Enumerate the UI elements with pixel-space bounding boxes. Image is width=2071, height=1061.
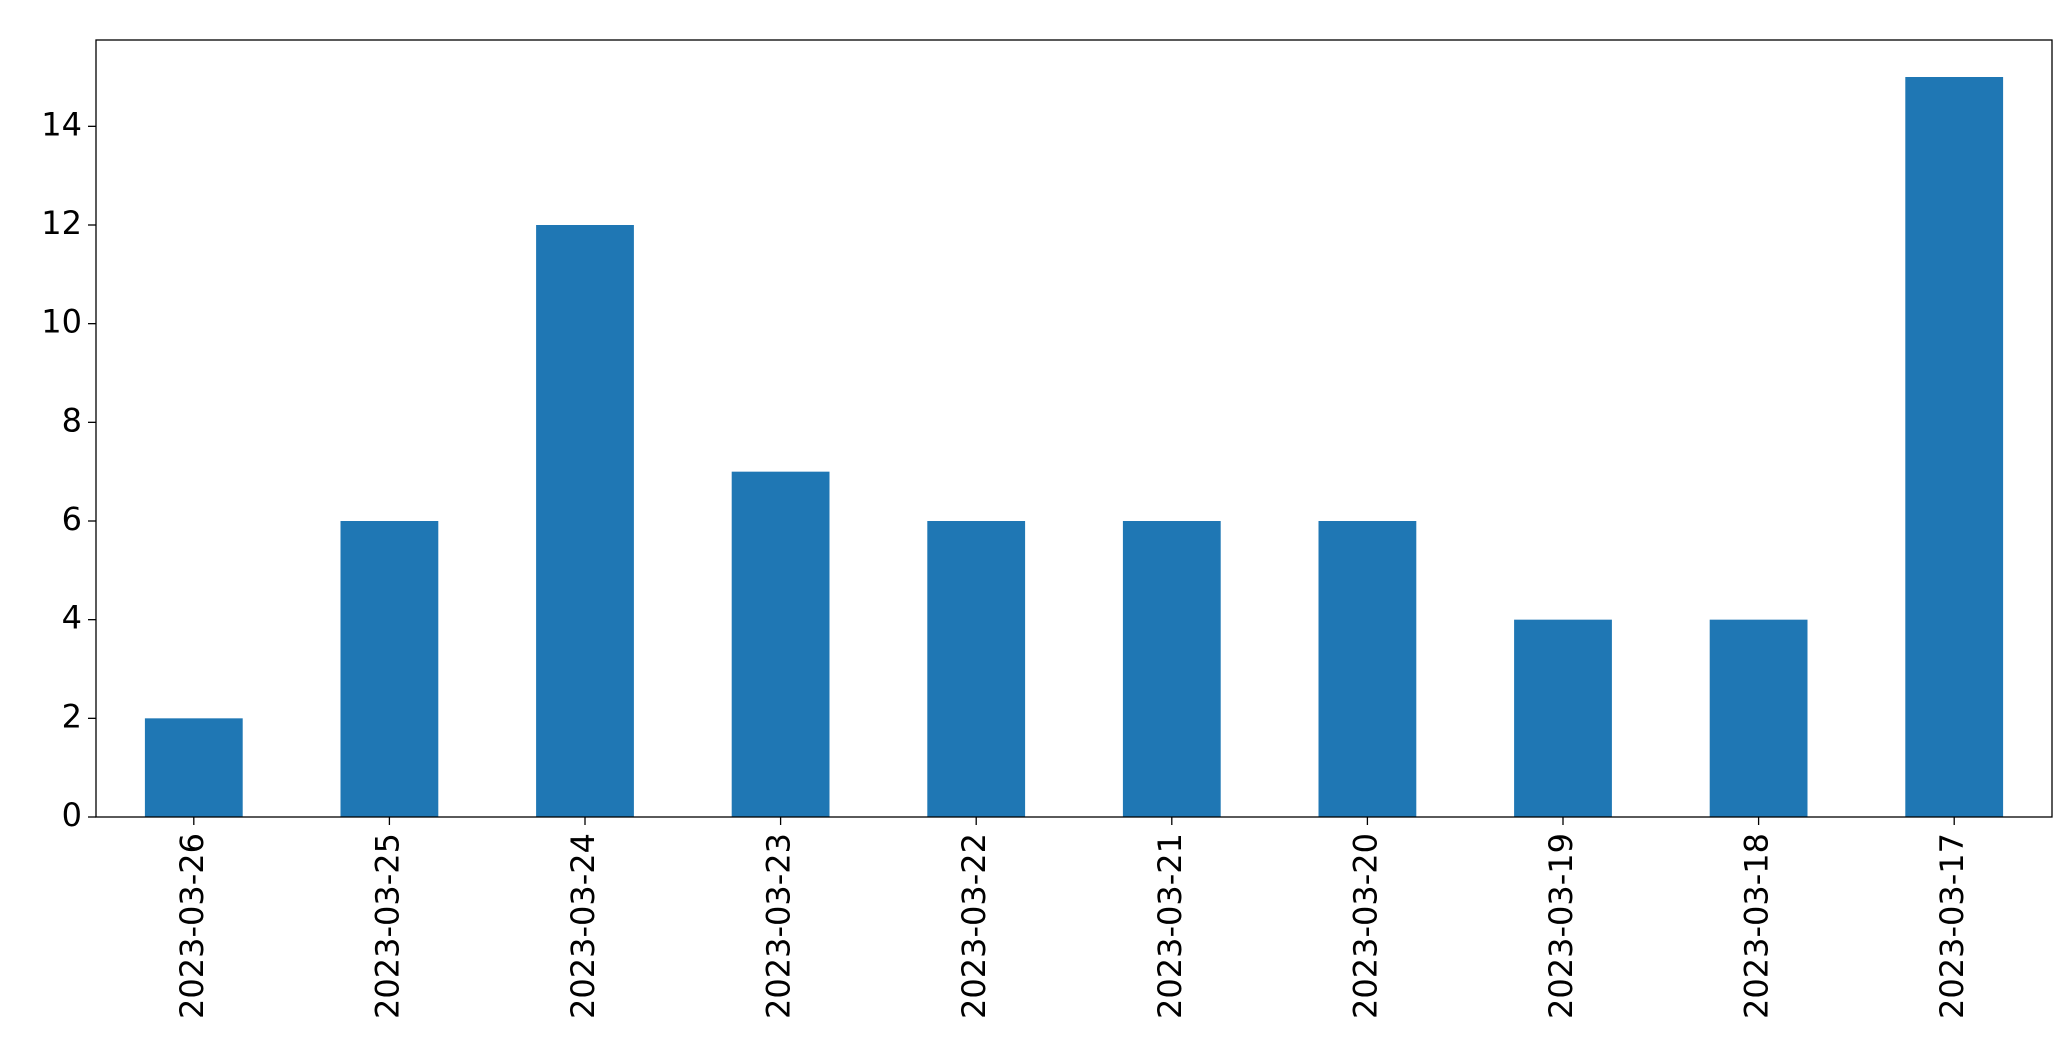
x-tick-label: 2023-03-19 (1542, 833, 1580, 1019)
y-tick-label: 10 (41, 303, 82, 341)
y-tick-label: 6 (62, 500, 82, 538)
y-tick-label: 4 (62, 599, 82, 637)
bar (144, 718, 243, 817)
x-tick-label: 2023-03-17 (1933, 833, 1971, 1019)
bar (536, 225, 634, 817)
bar (1709, 619, 1808, 817)
x-tick-label: 2023-03-18 (1738, 833, 1776, 1019)
x-tick-label: 2023-03-21 (1151, 833, 1189, 1019)
y-tick-label: 8 (62, 401, 82, 439)
plot-frame (95, 39, 2053, 818)
bar (731, 471, 830, 817)
bar (340, 521, 439, 817)
bar (1905, 77, 2004, 817)
y-tick-label: 0 (62, 796, 82, 834)
x-tick-label: 2023-03-25 (368, 833, 406, 1019)
x-tick-label: 2023-03-22 (955, 833, 993, 1019)
x-tick-label: 2023-03-20 (1346, 833, 1384, 1019)
x-tick-label: 2023-03-26 (173, 833, 211, 1019)
bar (1318, 521, 1417, 817)
y-tick-label: 12 (41, 204, 82, 242)
bar (927, 521, 1026, 817)
bar (1514, 619, 1612, 817)
y-tick-label: 14 (41, 105, 82, 143)
bar (1122, 521, 1221, 817)
y-tick-label: 2 (62, 697, 82, 735)
x-tick-label: 2023-03-23 (760, 833, 798, 1019)
x-tick-label: 2023-03-24 (564, 833, 602, 1019)
